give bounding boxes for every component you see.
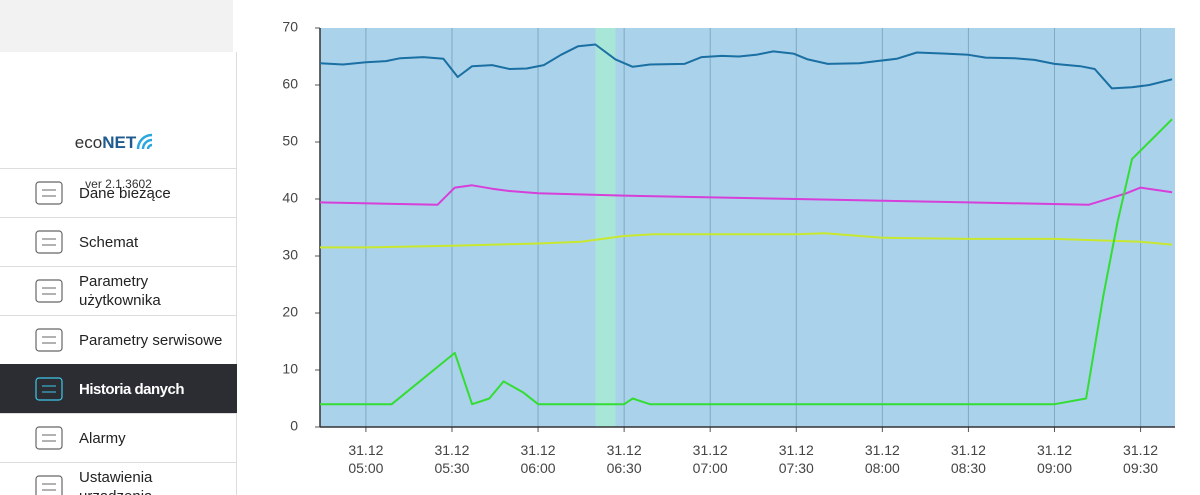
y-tick-label: 10: [282, 361, 298, 377]
x-tick-label: 31.12 06:00: [520, 442, 556, 476]
x-tick-label: 31.12 09:30: [1123, 442, 1159, 476]
menu-item[interactable]: Parametry użytkownika: [0, 266, 237, 315]
plot-area: [320, 28, 1175, 427]
menu-label: Historia danych: [79, 380, 185, 398]
x-tick-label: 31.12 05:30: [434, 442, 470, 476]
menu-item[interactable]: Ustawienia urządzenia: [0, 462, 237, 495]
y-tick-label: 20: [282, 304, 298, 320]
icon-shape: [35, 377, 63, 401]
y-tick-label: 40: [282, 190, 298, 206]
menu-icon: [35, 328, 63, 352]
menu-icon: [35, 279, 63, 303]
logo: ecoNET: [0, 132, 237, 153]
menu-icon: [35, 230, 63, 254]
series-line: [319, 184, 1173, 206]
series-line: [320, 118, 1173, 406]
icon-shape: [35, 475, 63, 495]
series-line: [319, 43, 1173, 90]
x-tick-label: 31.12 08:00: [864, 442, 900, 476]
y-tick-label: 60: [282, 76, 298, 92]
logo-prefix: eco: [74, 133, 103, 152]
version: ver 2.1.3602: [85, 177, 152, 191]
y-tick-label: 0: [290, 418, 298, 434]
highlight-band: [595, 28, 616, 427]
icon-shape: [35, 181, 63, 205]
menu-label: Dane bieżące: [79, 184, 171, 202]
menu-label: Parametry użytkownika: [79, 273, 161, 309]
x-tick-label: 31.12 05:00: [348, 442, 384, 476]
x-tick-label: 31.12 07:30: [778, 442, 814, 476]
x-tick-label: 31.12 08:30: [950, 442, 986, 476]
logo-icon: [136, 133, 153, 150]
icon-shape: [35, 426, 63, 450]
x-tick-label: 31.12 09:00: [1036, 442, 1072, 476]
menu-icon: [35, 475, 63, 495]
menu-item[interactable]: Historia danych: [0, 364, 237, 413]
menu-icon: [35, 181, 63, 205]
menu-item[interactable]: Parametry serwisowe: [0, 315, 237, 364]
menu-label: Alarmy: [79, 429, 126, 447]
y-tick-label: 70: [282, 19, 298, 35]
icon-shape: [35, 279, 63, 303]
icon-shape: [35, 328, 63, 352]
logo-strong: NET: [102, 133, 137, 152]
series-line: [320, 232, 1173, 249]
menu-item[interactable]: Schemat: [0, 217, 237, 266]
y-tick-label: 30: [282, 247, 298, 263]
x-tick-label: 31.12 07:00: [692, 442, 728, 476]
menu-label: Parametry serwisowe: [79, 331, 223, 349]
menu-item[interactable]: Alarmy: [0, 413, 237, 462]
menu-icon: [35, 426, 63, 450]
x-tick-label: 31.12 06:30: [606, 442, 642, 476]
header-box: [0, 0, 233, 52]
y-tick-label: 50: [282, 133, 298, 149]
menu-label: Ustawienia urządzenia: [79, 469, 153, 495]
menu-item[interactable]: Dane bieżące: [0, 168, 237, 217]
menu-icon: [35, 377, 63, 401]
menu-label: Schemat: [79, 233, 139, 251]
sidebar: ecoNET ver 2.1.3602 Dane bieżące Schemat P…: [0, 52, 237, 495]
icon-shape: [35, 230, 63, 254]
